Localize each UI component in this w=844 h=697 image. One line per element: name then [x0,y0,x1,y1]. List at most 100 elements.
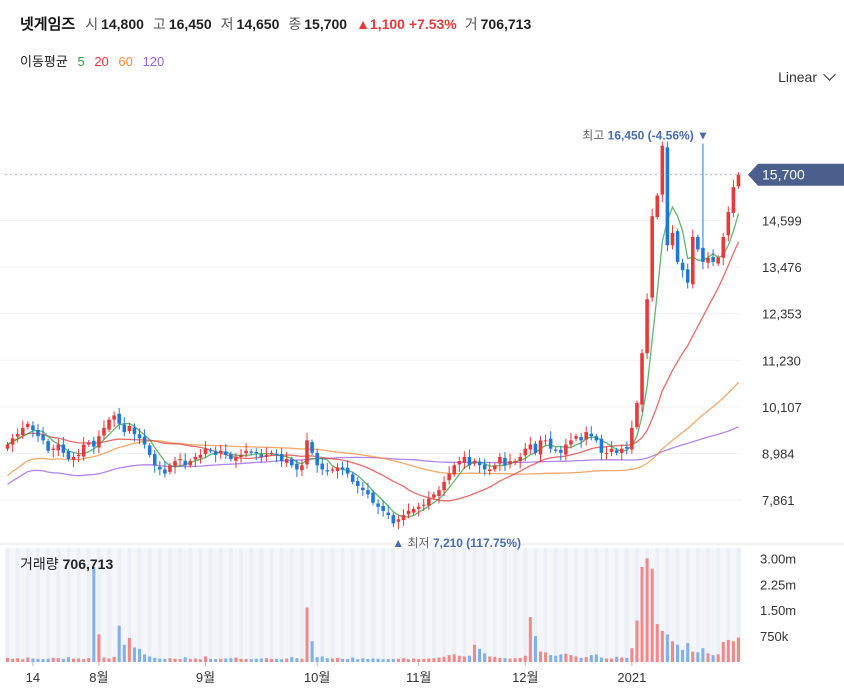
candle-body [158,466,162,470]
volume-stripe [493,548,497,662]
volume-title-label: 거래량 [20,556,59,572]
candle [650,208,654,302]
candle-body [523,448,528,456]
candle [31,421,35,438]
candle-body [553,449,558,451]
moving-average-title: 이동평균 [20,54,68,69]
ma20-legend[interactable]: 20 [94,54,109,69]
volume-stripe [736,548,741,662]
volume-tick-label: 3.00m [760,551,796,566]
candle [188,458,193,468]
candle [432,491,436,501]
volume-bar [432,658,436,662]
scale-label: Linear [778,69,817,85]
volume-bar [325,658,329,662]
candle [579,432,583,448]
moving-average-legend[interactable]: 이동평균 5 20 60 120 [20,51,170,70]
candle [523,442,528,462]
candle-body [259,454,264,457]
volume-stripe [533,548,538,662]
price-tick-label: 12,353 [762,307,802,322]
volume-stripe [208,548,213,662]
volume-bar [472,644,477,662]
volume-bar [574,656,578,662]
candle [163,461,167,478]
volume-bar [341,658,345,662]
candle-body [447,473,451,481]
candle-body [625,447,629,449]
volume-bar [442,656,446,662]
candle [731,179,736,218]
volume-bar [721,641,725,662]
candle-body [381,505,385,511]
candle [193,452,198,467]
candle [350,471,355,485]
x-tick-label: 8월 [89,670,108,685]
ma5-legend[interactable]: 5 [77,54,85,69]
candle-body [619,448,624,453]
candle-body [675,231,680,262]
volume-bar [630,648,634,662]
candle [97,430,101,454]
volume-bar [696,652,700,662]
candle [706,251,710,269]
volume-bar [280,659,284,662]
volume-bar [249,659,253,662]
candle [315,448,319,473]
candle-body [97,436,101,448]
volume-bar [422,658,426,662]
candle-body [726,212,731,236]
volume-bar [670,641,674,662]
candle [589,426,594,441]
candle-body [371,492,375,503]
candle [675,228,680,265]
ma60-line [7,382,739,477]
candle [198,449,203,464]
candle [376,499,380,515]
volume-bar [386,659,390,662]
candle-body [269,452,274,454]
volume-stripe [675,548,680,662]
candle-body [366,490,370,495]
candle [26,421,30,430]
volume-bar [198,659,202,662]
candle [386,505,391,520]
volume-bar [564,653,568,662]
candle [234,452,238,469]
candle-body [330,469,335,471]
open-value: 14,800 [101,16,144,32]
volume-bar [371,658,375,662]
candle [249,449,253,456]
volume-bar [691,651,695,662]
volume-stripe [137,548,142,662]
volume-bar [559,654,563,662]
scale-dropdown[interactable]: Linear [778,68,836,85]
volume-stripe [614,548,619,662]
volume-bar [665,634,669,662]
candle-body [350,474,355,482]
volume-bar [650,568,654,662]
volume-bar [117,625,121,662]
volume-bar [122,644,126,662]
volume-bar [467,655,471,662]
chart-axes: 14,599 13,476 12,353 11,230 10,107 8,984 7,861… [26,213,802,685]
volume-bar [706,653,710,662]
ma60-legend[interactable]: 60 [118,54,133,69]
candle-body [376,503,380,507]
candle-body [107,419,111,430]
volume-bars [6,558,740,662]
volume-bar [498,657,502,662]
candle [716,255,720,267]
volume-stripe [462,548,467,662]
candle-body [640,353,644,405]
candle-body [421,504,426,506]
close-label: 종 [288,16,302,32]
candle [396,515,401,530]
candle [244,443,248,458]
volume-stripe [381,548,385,662]
volume-stripe [564,548,568,662]
volume-bar [686,643,690,662]
candle [5,442,10,452]
ma120-legend[interactable]: 120 [142,54,165,69]
